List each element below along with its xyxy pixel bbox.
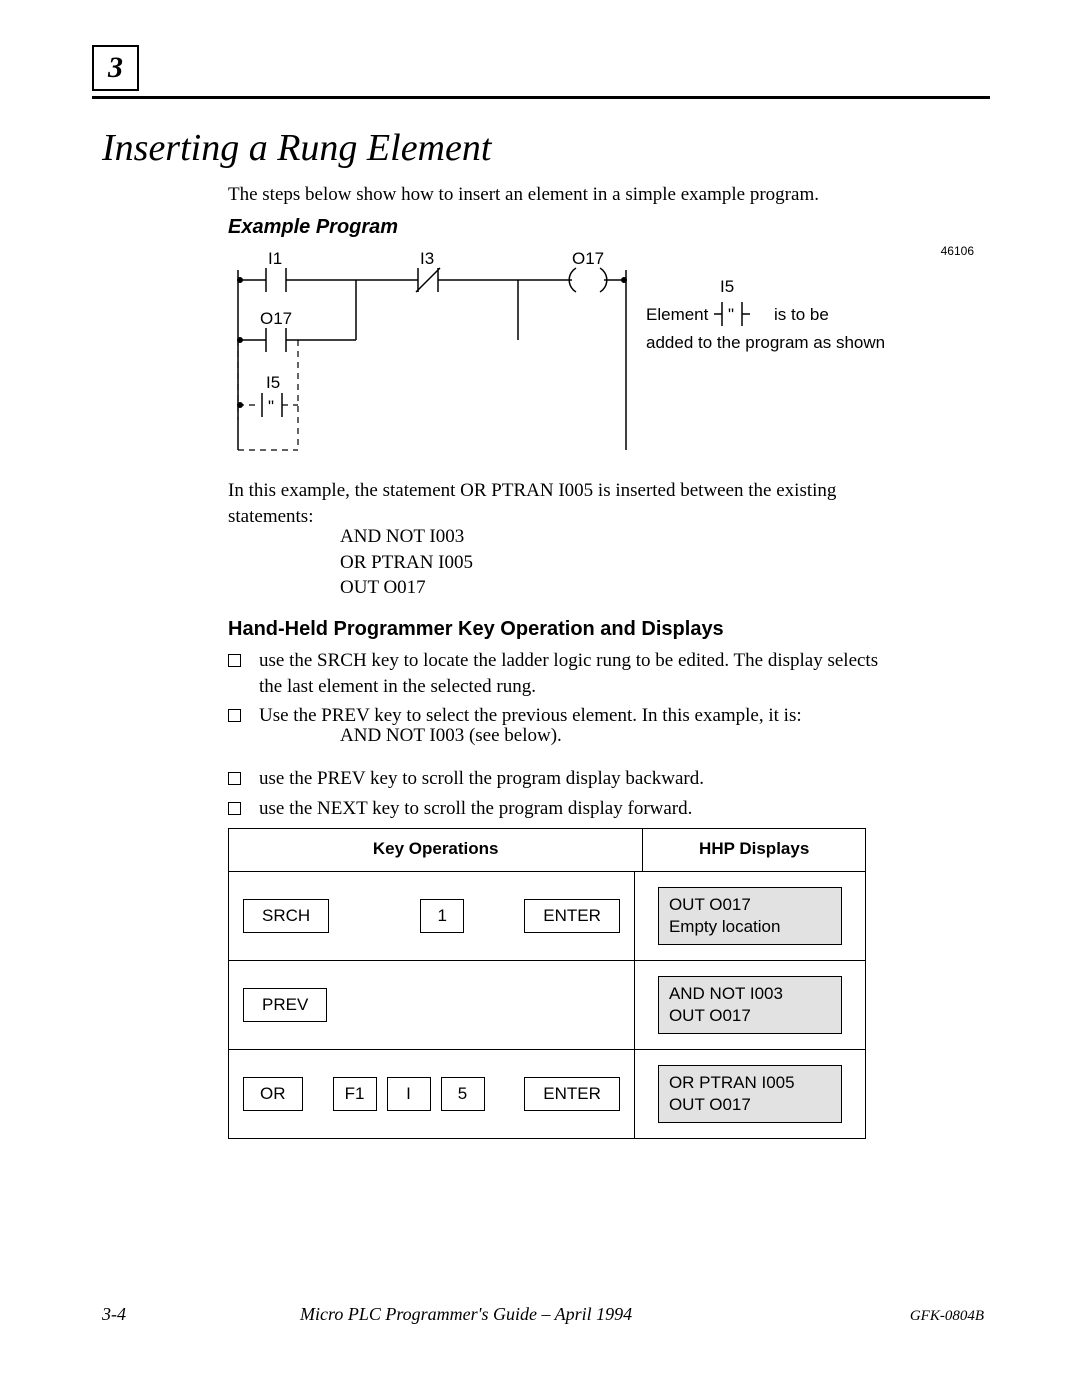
display-line: OUT O017	[669, 1094, 831, 1116]
key-button: ENTER	[524, 899, 620, 933]
display-line: OR PTRAN I005	[669, 1072, 831, 1094]
example-program-label: Example Program	[228, 216, 398, 239]
footer-page-number: 3-4	[102, 1304, 126, 1325]
label-quote-left: "	[268, 397, 274, 416]
footer-doc-id: GFK-0804B	[910, 1308, 984, 1325]
chapter-number-box: 3	[92, 45, 139, 91]
body-paragraph-1: In this example, the statement OR PTRAN …	[228, 478, 888, 529]
key-button: 1	[420, 899, 464, 933]
stmt-1: AND NOT I003	[340, 524, 473, 550]
footer-title: Micro PLC Programmer's Guide – April 199…	[300, 1304, 632, 1325]
bullet-text: use the NEXT key to scroll the program d…	[259, 796, 888, 822]
bullet-box-icon	[228, 802, 241, 815]
display-line: Empty location	[669, 916, 831, 938]
label-i3: I3	[420, 249, 434, 268]
th-hhp-displays: HHP Displays	[643, 829, 865, 871]
label-is-to-be: is to be	[774, 305, 829, 324]
intro-text: The steps below show how to insert an el…	[228, 184, 908, 206]
stmt-2: OR PTRAN I005	[340, 550, 473, 576]
label-element: Element	[646, 305, 709, 324]
hhp-display: AND NOT I003 OUT O017	[658, 976, 842, 1034]
bullet-item: use the PREV key to scroll the program d…	[228, 766, 888, 792]
key-ops-cell: PREV	[229, 961, 635, 1049]
key-button: ENTER	[524, 1077, 620, 1111]
label-added-line: added to the program as shown	[646, 333, 885, 352]
key-button: SRCH	[243, 899, 329, 933]
table-header: Key Operations HHP Displays	[229, 829, 865, 872]
bullet-list-2: use the PREV key to scroll the program d…	[228, 766, 888, 821]
key-button: OR	[243, 1077, 303, 1111]
table-row: SRCH 1 ENTER OUT O017 Empty location	[229, 872, 865, 961]
display-cell: OUT O017 Empty location	[635, 872, 865, 960]
label-i1: I1	[268, 249, 282, 268]
label-o17-top: O17	[572, 249, 604, 268]
chapter-number: 3	[108, 51, 123, 84]
hhp-display: OR PTRAN I005 OUT O017	[658, 1065, 842, 1123]
figure-number: 46106	[941, 244, 974, 258]
hhp-section-heading: Hand-Held Programmer Key Operation and D…	[228, 618, 724, 641]
ladder-diagram: .ln { stroke:#000; stroke-width:1.5; fil…	[228, 240, 888, 470]
label-o17-left: O17	[260, 309, 292, 328]
bullet-box-icon	[228, 654, 241, 667]
bullet-item: use the SRCH key to locate the ladder lo…	[228, 648, 888, 699]
display-line: OUT O017	[669, 1005, 831, 1027]
key-ops-cell: SRCH 1 ENTER	[229, 872, 635, 960]
label-quote-right: "	[728, 305, 734, 324]
main-heading: Inserting a Rung Element	[102, 126, 491, 170]
header-rule	[92, 96, 990, 99]
bullet-text: use the PREV key to scroll the program d…	[259, 766, 888, 792]
table-row: PREV AND NOT I003 OUT O017	[229, 961, 865, 1050]
label-i5-left: I5	[266, 373, 280, 392]
statements-block: AND NOT I003 OR PTRAN I005 OUT O017	[340, 524, 473, 601]
key-button: I	[387, 1077, 431, 1111]
center-line: AND NOT I003 (see below).	[340, 725, 562, 747]
bullet-box-icon	[228, 709, 241, 722]
display-line: OUT O017	[669, 894, 831, 916]
bullet-list-1: use the SRCH key to locate the ladder lo…	[228, 648, 888, 729]
key-ops-cell: OR F1 I 5 ENTER	[229, 1050, 635, 1138]
th-key-operations: Key Operations	[229, 829, 643, 871]
key-ops-table: Key Operations HHP Displays SRCH 1 ENTER…	[228, 828, 866, 1139]
table-row: OR F1 I 5 ENTER OR PTRAN I005 OUT O017	[229, 1050, 865, 1138]
display-cell: OR PTRAN I005 OUT O017	[635, 1050, 865, 1138]
bullet-box-icon	[228, 772, 241, 785]
bullet-text: use the SRCH key to locate the ladder lo…	[259, 648, 888, 699]
stmt-3: OUT O017	[340, 575, 473, 601]
key-button: F1	[333, 1077, 377, 1111]
display-cell: AND NOT I003 OUT O017	[635, 961, 865, 1049]
bullet-item: use the NEXT key to scroll the program d…	[228, 796, 888, 822]
label-i5-right: I5	[720, 277, 734, 296]
key-button: PREV	[243, 988, 327, 1022]
hhp-display: OUT O017 Empty location	[658, 887, 842, 945]
key-button: 5	[441, 1077, 485, 1111]
display-line: AND NOT I003	[669, 983, 831, 1005]
